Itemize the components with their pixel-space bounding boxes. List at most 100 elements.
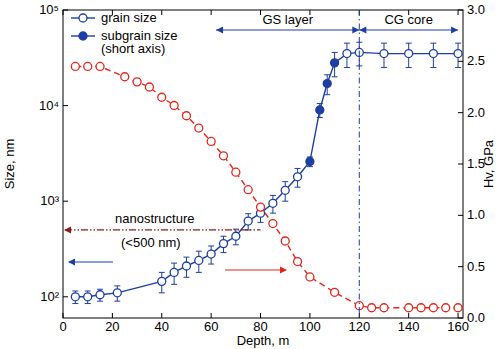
x-tick-label: 20 [105,319,119,334]
y2-tick-label: 2.5 [467,53,485,68]
region-arrow [216,29,359,30]
data-point [405,50,413,58]
error-bar-cap [85,303,91,304]
error-bar-cap [245,213,251,214]
error-bar-cap [295,168,301,169]
legend-marker [79,32,87,40]
legend-marker [79,14,87,22]
y-tick [63,105,68,106]
region-label: CG core [384,12,432,27]
x-tick [260,313,261,318]
y-tick-label: 10³ [40,193,59,208]
error-bar [324,75,330,95]
x-tick [309,313,310,318]
error-bar-cap [282,201,288,202]
error-bar-cap [220,236,226,237]
error-bar [97,289,103,301]
error-bar-cap [381,43,387,44]
x-tick [161,313,162,318]
y-tick [63,201,68,202]
error-bar-cap [406,67,412,68]
x-tick [112,313,113,318]
error-bar-cap [344,67,350,68]
data-point [442,304,450,312]
data-point [96,291,104,299]
error-bar [183,257,189,277]
error-bar-cap [208,264,214,265]
data-point [71,62,79,70]
data-point [368,304,376,312]
data-point [158,277,166,285]
data-point [133,78,141,86]
arrow-head [68,259,75,266]
arrow-head [216,27,223,34]
data-point [96,62,104,70]
data-point [170,268,178,276]
data-point [219,152,227,160]
error-bar-cap [430,43,436,44]
data-point [417,304,425,312]
error-bar [295,168,301,187]
x-tick-label: 60 [204,319,218,334]
data-point [269,220,277,228]
error-bar-cap [295,187,301,188]
y2-tick [458,10,463,11]
x-tick [458,10,459,15]
error-bar-cap [430,67,436,68]
data-point [84,293,92,301]
region-label: GS layer [262,12,313,27]
series-line [75,66,458,307]
error-bar-cap [114,301,120,302]
legend-label-line: grain size [101,10,157,25]
region-boundary [359,10,360,318]
error-bar-cap [332,76,338,77]
data-point [71,293,79,301]
legend-entry: grain size [71,10,157,25]
error-bar [307,157,313,167]
x-tick-label: 100 [299,319,321,334]
error-bar-cap [324,74,330,75]
y2-tick [458,112,463,113]
x-tick [211,10,212,15]
y2-axis-title: Hv, GPa [481,139,496,188]
error-bar-cap [282,181,288,182]
plot-data [71,42,462,311]
y2-tick [458,164,463,165]
data-point [294,258,302,266]
error-bar-cap [270,195,276,196]
background [0,0,500,349]
data-point [343,50,351,58]
x-tick [63,313,64,318]
y-tick [63,296,68,297]
data-point [405,304,413,312]
error-bar [282,182,288,202]
error-bar [332,52,338,76]
data-point [113,289,121,297]
data-point [316,106,324,114]
data-point [454,304,462,312]
data-point [281,237,289,245]
x-tick [408,313,409,318]
error-bar [208,246,214,264]
data-point [257,203,265,211]
axis-pointer [69,261,113,262]
data-point [207,250,215,258]
x-tick-label: 0 [59,319,66,334]
y2-tick-label: 0.5 [467,259,485,274]
error-bar-cap [258,222,264,223]
data-point [454,50,462,58]
y-axis-title: Size, nm [2,139,17,190]
data-point [195,256,203,264]
plot-frame [63,10,463,318]
arrow-head [64,226,71,233]
error-bar [406,43,412,67]
data-point [331,288,339,296]
error-bar-cap [317,117,323,118]
data-point [182,112,190,120]
series-line [75,52,458,296]
x-tick-label: 140 [398,319,420,334]
error-bar [85,291,91,304]
error-bar [245,214,251,230]
error-bar-cap [114,285,120,286]
x-tick [63,10,64,15]
